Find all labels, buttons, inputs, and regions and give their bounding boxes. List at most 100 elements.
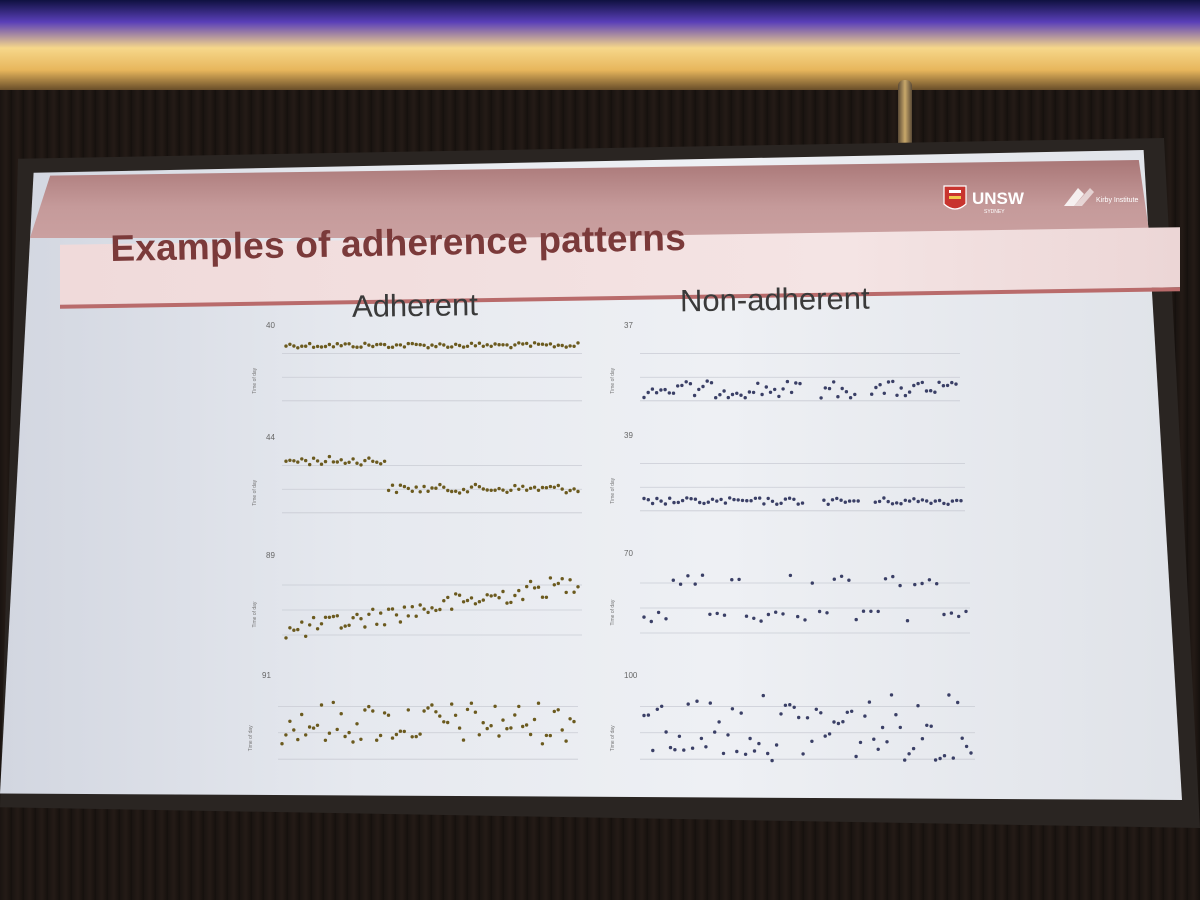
data-point xyxy=(292,344,296,348)
data-point xyxy=(469,596,474,600)
scatter-plot-44: 44 Time of day xyxy=(252,433,582,514)
data-point xyxy=(390,607,395,611)
data-point xyxy=(560,728,564,732)
data-point xyxy=(735,749,739,754)
data-point xyxy=(805,716,810,720)
data-point xyxy=(749,499,753,503)
data-point xyxy=(840,386,844,391)
data-point xyxy=(359,463,363,467)
data-point xyxy=(442,485,446,489)
data-point xyxy=(564,491,568,495)
data-point xyxy=(841,720,845,724)
data-point xyxy=(351,740,355,744)
data-point xyxy=(867,700,872,704)
data-point xyxy=(524,723,529,727)
data-point xyxy=(311,615,316,620)
data-point xyxy=(560,343,564,348)
data-point xyxy=(347,460,351,464)
data-point xyxy=(660,704,664,708)
data-point xyxy=(732,497,736,502)
data-point xyxy=(355,722,359,726)
data-point xyxy=(827,732,832,736)
data-point xyxy=(853,392,857,397)
data-point xyxy=(651,748,655,753)
data-point xyxy=(544,486,549,490)
data-point xyxy=(457,726,462,730)
data-point xyxy=(311,345,316,349)
data-point xyxy=(367,343,371,347)
data-point xyxy=(568,578,572,582)
data-point xyxy=(308,341,312,346)
data-point xyxy=(438,607,442,612)
data-point xyxy=(532,341,537,345)
data-point xyxy=(457,593,462,597)
data-point xyxy=(548,733,552,738)
data-point xyxy=(532,485,537,489)
plot-id-label: 44 xyxy=(266,433,275,442)
data-point xyxy=(572,590,576,594)
data-point xyxy=(705,379,709,383)
data-point xyxy=(646,498,650,502)
plot-ylabel: Time of day xyxy=(252,479,258,505)
data-point xyxy=(718,393,722,397)
data-point xyxy=(418,343,422,347)
data-point xyxy=(521,597,525,602)
data-point xyxy=(572,344,576,348)
data-point xyxy=(642,395,646,400)
data-point xyxy=(434,486,438,490)
data-point xyxy=(418,732,422,736)
data-point xyxy=(379,462,383,466)
data-point xyxy=(882,496,886,500)
data-point xyxy=(398,620,403,624)
data-point xyxy=(740,498,745,503)
data-point xyxy=(800,501,805,505)
data-point xyxy=(288,626,292,630)
data-point xyxy=(945,383,950,388)
data-point xyxy=(363,625,367,629)
data-point xyxy=(525,488,529,492)
data-point xyxy=(457,343,462,348)
data-point xyxy=(505,727,509,731)
data-point xyxy=(311,726,316,730)
data-point xyxy=(830,498,835,502)
plot-ylabel: Time of day xyxy=(610,599,616,625)
data-point xyxy=(284,459,288,463)
data-point xyxy=(960,736,964,740)
data-point xyxy=(924,389,929,393)
data-point xyxy=(920,581,924,586)
data-point xyxy=(540,485,545,490)
data-point xyxy=(845,710,849,714)
data-point xyxy=(950,499,955,503)
data-point xyxy=(323,615,328,619)
data-point xyxy=(426,346,430,350)
data-point xyxy=(371,607,375,611)
plot-ylabel: Time of day xyxy=(610,725,616,751)
data-point xyxy=(766,751,770,756)
data-point xyxy=(382,623,387,627)
data-point xyxy=(714,396,718,400)
data-point xyxy=(825,611,829,615)
data-point xyxy=(536,488,541,492)
data-point xyxy=(942,501,946,506)
data-point xyxy=(839,574,844,578)
data-point xyxy=(794,381,798,385)
data-point xyxy=(847,499,852,503)
data-point xyxy=(728,496,732,500)
data-point xyxy=(748,736,752,741)
data-point xyxy=(536,585,541,589)
data-point xyxy=(355,612,359,617)
data-point xyxy=(736,498,740,502)
data-point xyxy=(308,623,312,627)
data-point xyxy=(367,704,371,709)
data-point xyxy=(721,751,726,756)
data-point xyxy=(938,756,942,761)
data-point xyxy=(726,395,730,400)
data-point xyxy=(766,612,771,617)
data-point xyxy=(426,610,430,615)
data-point xyxy=(876,609,880,614)
data-point xyxy=(544,343,549,347)
plot-id-label: 91 xyxy=(262,671,271,680)
data-point xyxy=(817,609,822,614)
data-point xyxy=(394,613,399,617)
data-point xyxy=(912,383,916,388)
